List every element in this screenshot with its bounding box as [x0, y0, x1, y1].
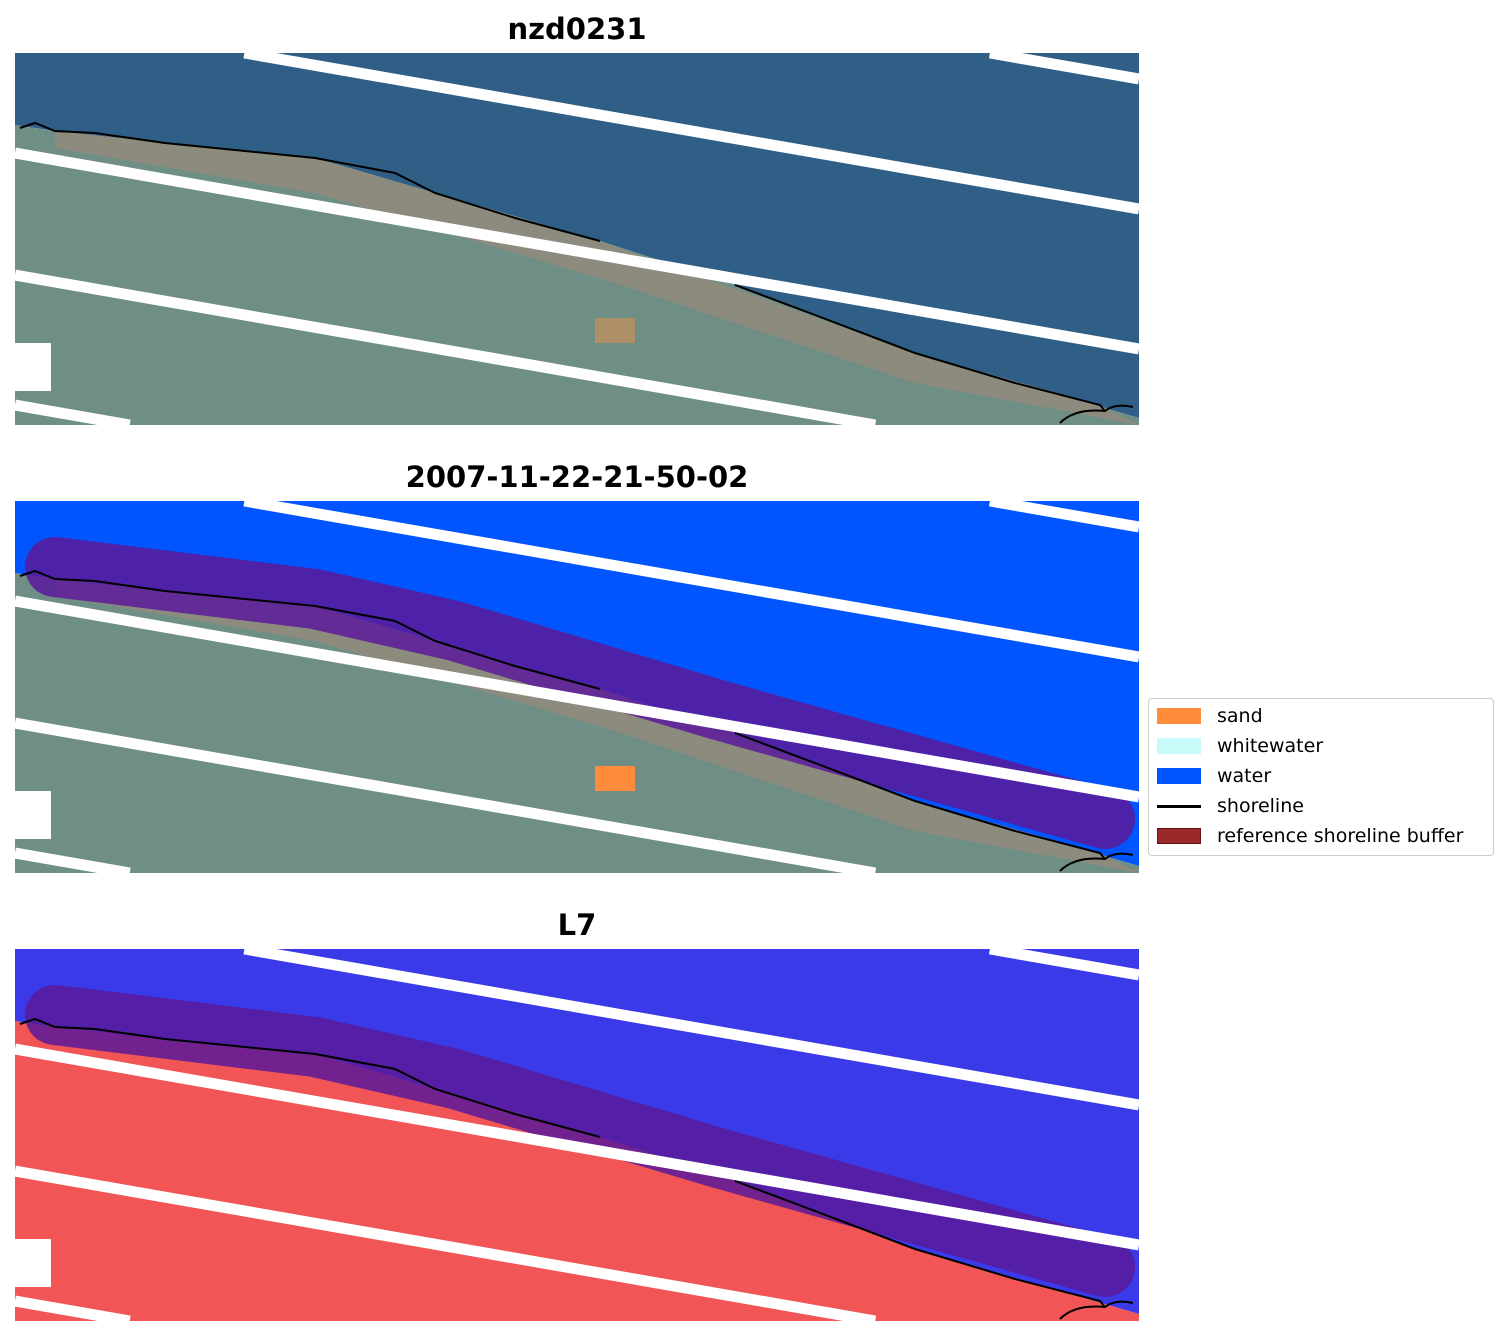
- shoreline: [19, 121, 601, 242]
- classified-image-panel: [15, 501, 1139, 873]
- sand-patch: [595, 766, 635, 791]
- shoreline: [734, 1180, 1106, 1308]
- legend-label: water: [1217, 765, 1272, 787]
- scan-line-gap: [15, 269, 877, 425]
- shoreline: [19, 1017, 601, 1138]
- shoreline: [1059, 1300, 1134, 1320]
- panel-title-date: 2007-11-22-21-50-02: [405, 460, 749, 494]
- buffer-swatch: [1157, 828, 1201, 844]
- panel-title-image: nzd0231: [507, 12, 647, 46]
- beach-strip: [55, 579, 1139, 873]
- water-swatch: [1157, 768, 1201, 784]
- panel-title-satellite: L7: [557, 908, 597, 942]
- scan-line-gap: [15, 147, 1139, 355]
- sea-area: [15, 53, 1139, 418]
- scan-line-gap: [15, 847, 131, 873]
- shoreline: [734, 732, 1106, 860]
- legend-item-shoreline: shoreline: [1157, 795, 1304, 817]
- sand-patch: [595, 318, 635, 343]
- scan-line-gap: [243, 949, 1139, 1111]
- legend-item-buffer: reference shoreline buffer: [1157, 825, 1464, 847]
- legend-item-sand: sand: [1157, 705, 1263, 727]
- scan-line-gap: [988, 501, 1139, 533]
- legend-label: whitewater: [1217, 735, 1324, 757]
- shoreline: [19, 569, 601, 690]
- scan-line-gap: [15, 1165, 877, 1321]
- scan-line-gap: [243, 53, 1139, 215]
- scan-line-gap: [15, 595, 1139, 803]
- beach-strip: [55, 131, 1139, 425]
- sand-swatch: [1157, 708, 1201, 724]
- scan-line-gap: [15, 1043, 1139, 1251]
- index-image-panel: [15, 949, 1139, 1321]
- no-data-patch: [15, 343, 51, 391]
- scan-line-gap: [15, 717, 877, 873]
- no-data-patch: [15, 791, 51, 839]
- legend-item-whitewater: whitewater: [1157, 735, 1324, 757]
- shoreline: [734, 284, 1106, 412]
- whitewater-swatch: [1157, 738, 1201, 754]
- scan-line-gap: [15, 1295, 131, 1321]
- legend-label: sand: [1217, 705, 1263, 727]
- legend-item-water: water: [1157, 765, 1272, 787]
- shoreline: [1059, 852, 1134, 872]
- shoreline: [1059, 404, 1134, 424]
- scan-line-gap: [15, 399, 131, 425]
- scan-line-gap: [988, 53, 1139, 85]
- no-data-patch: [15, 1239, 51, 1287]
- legend-label: reference shoreline buffer: [1217, 825, 1464, 847]
- legend: sand whitewater water shoreline referenc…: [1148, 698, 1494, 856]
- rgb-image-panel: [15, 53, 1139, 425]
- shoreline-line-swatch: [1157, 804, 1201, 808]
- scan-line-gap: [243, 501, 1139, 663]
- scan-line-gap: [988, 949, 1139, 981]
- legend-label: shoreline: [1217, 795, 1304, 817]
